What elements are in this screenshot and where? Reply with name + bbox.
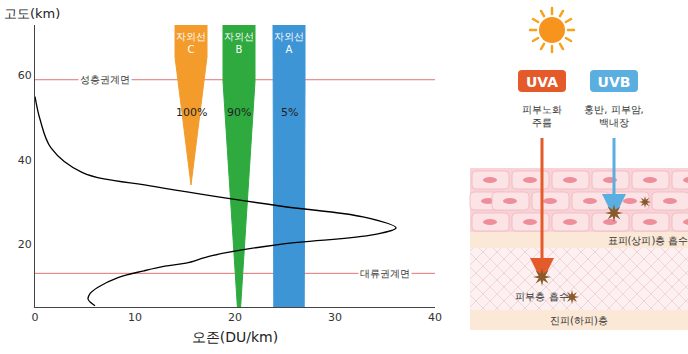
svg-text:표피(상피)층 흡수: 표피(상피)층 흡수 (608, 235, 688, 246)
svg-text:고도(km): 고도(km) (4, 6, 60, 21)
svg-text:90%: 90% (227, 106, 251, 119)
svg-text:20: 20 (228, 311, 242, 324)
svg-text:진피(하피)층: 진피(하피)층 (550, 315, 608, 326)
svg-text:주름: 주름 (532, 117, 552, 128)
svg-text:30: 30 (328, 311, 342, 324)
svg-text:피부층 흡수: 피부층 흡수 (515, 291, 568, 302)
svg-text:UVA: UVA (526, 74, 558, 90)
svg-text:40: 40 (428, 311, 442, 324)
svg-text:5%: 5% (281, 106, 298, 119)
svg-text:20: 20 (18, 238, 32, 251)
svg-text:자외선B: 자외선B (224, 31, 254, 55)
svg-text:10: 10 (128, 311, 142, 324)
svg-text:60: 60 (18, 69, 32, 82)
svg-text:40: 40 (18, 154, 32, 167)
svg-text:대류권계면: 대류권계면 (360, 268, 410, 279)
svg-text:100%: 100% (176, 106, 207, 119)
svg-text:오존(DU/km): 오존(DU/km) (192, 329, 278, 345)
svg-text:자외선A: 자외선A (274, 31, 304, 55)
svg-text:피부노화: 피부노화 (522, 104, 562, 115)
svg-text:자외선C: 자외선C (176, 31, 206, 55)
svg-text:0: 0 (32, 311, 39, 324)
svg-text:UVB: UVB (598, 74, 631, 90)
svg-text:성층권계면: 성층권계면 (80, 74, 130, 85)
svg-text:백내장: 백내장 (599, 117, 629, 128)
svg-text:홍반, 피부암,: 홍반, 피부암, (584, 104, 644, 115)
